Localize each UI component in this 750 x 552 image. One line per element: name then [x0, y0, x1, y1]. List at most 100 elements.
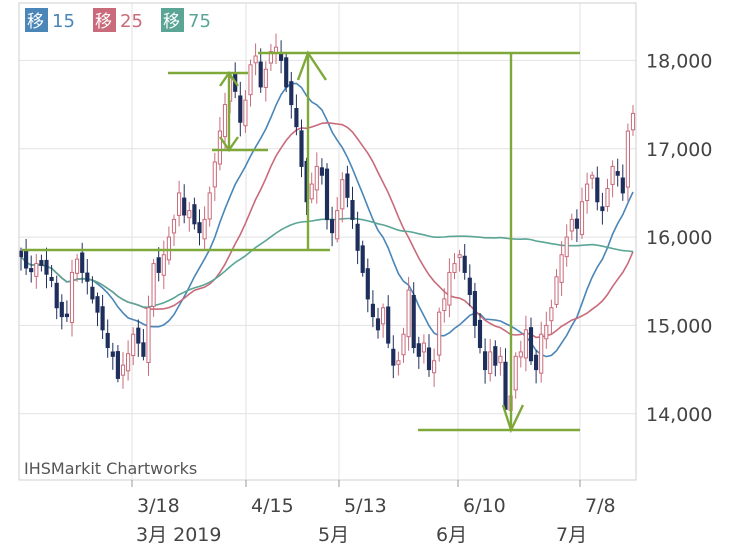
candle-body	[630, 112, 636, 131]
candle	[365, 258, 370, 313]
legend-swatch	[93, 8, 116, 32]
candle-body	[523, 329, 528, 359]
candles	[18, 33, 636, 425]
candle-body	[615, 171, 620, 176]
candle	[212, 152, 217, 201]
candle-body	[187, 210, 192, 219]
candle-body	[64, 313, 69, 318]
x-tick-label: 4/15	[251, 495, 294, 517]
candle	[263, 61, 268, 102]
candle-body	[24, 249, 29, 269]
candle	[161, 240, 166, 290]
candle-body	[467, 277, 472, 296]
candle-body	[590, 174, 595, 179]
candle-body	[350, 200, 355, 220]
candle-body	[54, 282, 59, 309]
candle-body	[396, 360, 401, 365]
candle	[437, 307, 442, 362]
candle	[299, 119, 304, 178]
candle	[95, 292, 100, 327]
candle	[518, 340, 523, 368]
moving-average-25	[20, 121, 634, 339]
y-tick-label: 18,000	[646, 50, 712, 72]
candle-body	[498, 355, 503, 364]
candle-body	[39, 260, 44, 266]
candle	[554, 269, 559, 309]
candle-body	[554, 276, 559, 305]
candle-body	[222, 104, 228, 138]
candle	[217, 117, 222, 171]
legend-marker: 移	[27, 12, 44, 32]
candle-body	[386, 306, 391, 344]
annotation-arrow-up	[219, 70, 239, 87]
candle	[345, 165, 350, 208]
candle-body	[335, 210, 340, 240]
candle	[268, 43, 273, 71]
candle	[590, 171, 595, 189]
candle-body	[75, 258, 80, 274]
candle-body	[462, 255, 467, 273]
candle-body	[284, 57, 289, 88]
candle	[574, 209, 579, 243]
candle-body	[549, 307, 554, 322]
candle-body	[426, 347, 432, 371]
candle-body	[457, 254, 462, 258]
candle-body	[44, 259, 49, 275]
candle	[115, 345, 120, 383]
candle-body	[115, 351, 120, 379]
candle	[100, 294, 105, 339]
candle	[432, 348, 437, 387]
candle	[534, 349, 539, 384]
candle-body	[391, 348, 396, 366]
legend-swatch	[25, 8, 48, 32]
candle-body	[161, 254, 166, 276]
watermark: IHSMarkit Chartworks	[24, 459, 197, 478]
candle	[564, 224, 569, 267]
candle-body	[528, 327, 534, 362]
candle	[44, 247, 49, 289]
candle	[375, 307, 381, 339]
legend-item: 移 25	[93, 8, 143, 32]
x-month-label: 5月	[318, 524, 349, 546]
candle-body	[217, 130, 222, 165]
moving-average-75	[20, 217, 634, 308]
candle-body	[564, 236, 569, 258]
candle	[569, 213, 574, 241]
candle	[207, 186, 212, 227]
candle	[335, 197, 340, 243]
candle	[39, 254, 44, 272]
candle	[416, 336, 421, 369]
candle	[411, 282, 416, 354]
candle-body	[85, 272, 90, 282]
candle	[166, 226, 171, 265]
legend: 移 15 移 25 移 75	[25, 8, 211, 32]
candle-body	[452, 263, 457, 273]
candle	[483, 338, 488, 384]
candle-body	[258, 61, 263, 88]
candle	[523, 315, 528, 372]
candle-body	[442, 298, 447, 312]
candle-body	[421, 342, 426, 353]
candle-body	[146, 307, 151, 363]
candle	[34, 253, 39, 289]
candle-body	[197, 222, 202, 234]
legend-swatch	[161, 8, 184, 32]
candle	[579, 187, 585, 239]
legend-item: 移 15	[25, 8, 75, 32]
candle	[253, 43, 258, 76]
candle	[401, 327, 406, 363]
x-tick-label: 5/13	[344, 495, 387, 517]
candle-body	[95, 296, 100, 313]
candle	[620, 164, 625, 201]
candle-body	[120, 364, 126, 376]
candle-body	[381, 307, 386, 325]
candle	[447, 258, 452, 318]
candle	[238, 81, 243, 137]
candle	[64, 300, 69, 323]
candle-body	[340, 179, 345, 210]
candle	[273, 33, 279, 64]
candle-body	[605, 188, 610, 208]
candle-body	[472, 291, 477, 326]
candle-body	[610, 165, 615, 185]
